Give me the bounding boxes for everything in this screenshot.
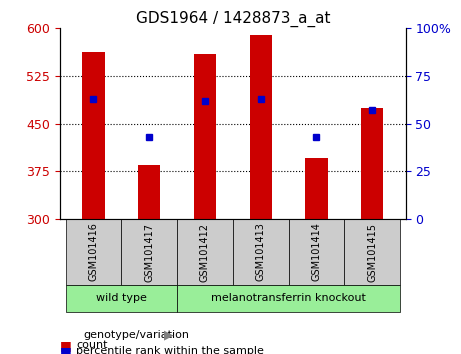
FancyBboxPatch shape: [177, 219, 233, 285]
Text: GSM101414: GSM101414: [312, 223, 321, 281]
Bar: [82, 52, 105, 219]
Text: GSM101413: GSM101413: [256, 223, 266, 281]
FancyBboxPatch shape: [121, 219, 177, 285]
Text: wild type: wild type: [96, 293, 147, 303]
FancyBboxPatch shape: [233, 219, 289, 285]
FancyBboxPatch shape: [65, 285, 177, 312]
Text: GSM101412: GSM101412: [200, 223, 210, 281]
Text: genotype/variation: genotype/variation: [83, 330, 189, 339]
Text: GSM101416: GSM101416: [89, 223, 98, 281]
Bar: [305, 159, 328, 219]
Text: GSM101415: GSM101415: [367, 223, 377, 281]
Text: GSM101417: GSM101417: [144, 223, 154, 281]
FancyBboxPatch shape: [65, 219, 121, 285]
Text: ■: ■: [60, 339, 71, 352]
Bar: [249, 35, 272, 219]
FancyBboxPatch shape: [177, 285, 400, 312]
FancyBboxPatch shape: [344, 219, 400, 285]
FancyBboxPatch shape: [289, 219, 344, 285]
Text: melanotransferrin knockout: melanotransferrin knockout: [211, 293, 366, 303]
Text: ■: ■: [60, 345, 71, 354]
Bar: [194, 54, 216, 219]
Text: percentile rank within the sample: percentile rank within the sample: [76, 346, 264, 354]
Text: ▶: ▶: [164, 328, 173, 341]
Bar: [361, 108, 384, 219]
Bar: [138, 165, 160, 219]
Title: GDS1964 / 1428873_a_at: GDS1964 / 1428873_a_at: [136, 11, 330, 27]
Text: count: count: [76, 340, 107, 350]
